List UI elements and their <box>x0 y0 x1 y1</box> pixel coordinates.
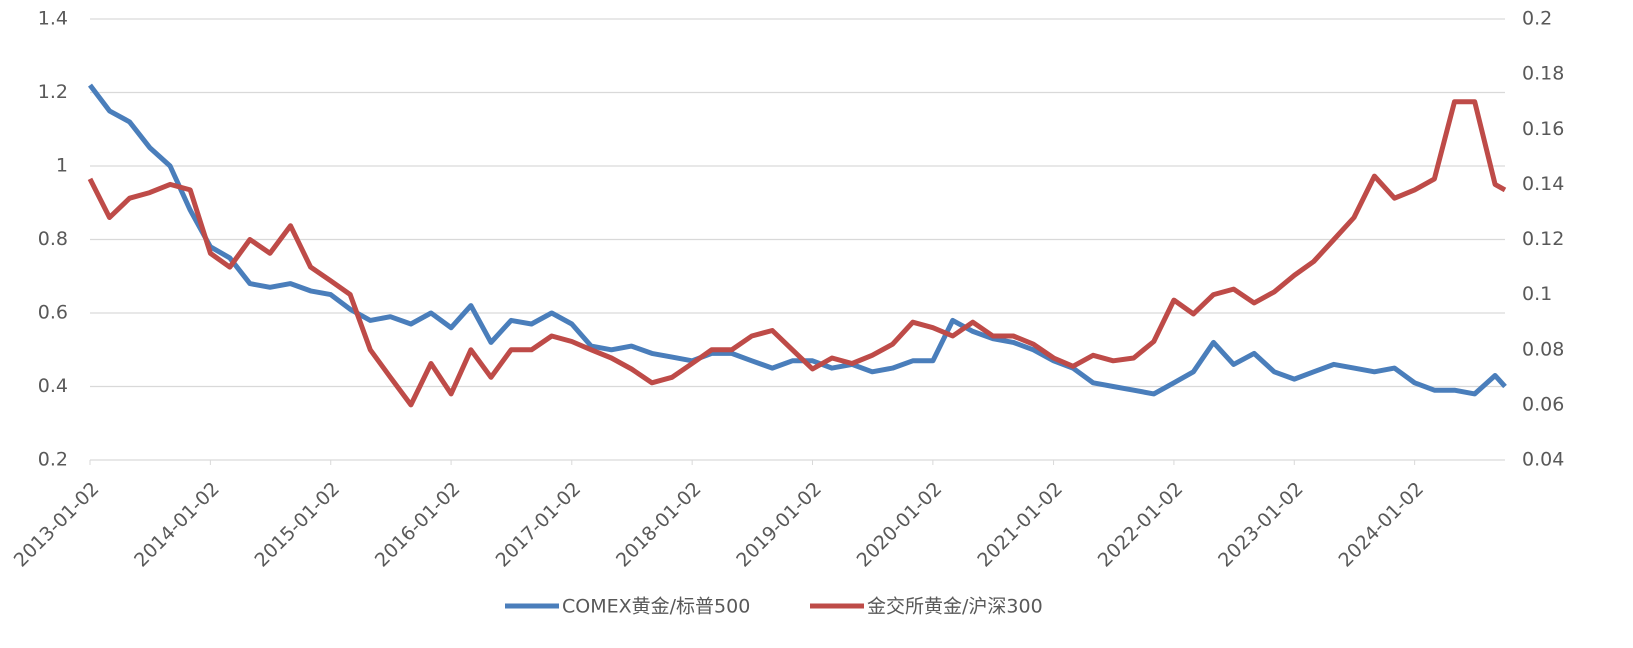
x-tick-label: 2018-01-02 <box>612 478 706 572</box>
y-tick-label: 1 <box>56 155 68 177</box>
y2-tick-label: 0.18 <box>1522 63 1564 85</box>
y-tick-label: 1.4 <box>38 8 68 30</box>
x-tick-label: 2014-01-02 <box>130 478 224 572</box>
x-tick-label: 2013-01-02 <box>10 478 104 572</box>
y-tick-label: 0.8 <box>38 228 68 250</box>
x-tick-label: 2019-01-02 <box>732 478 826 572</box>
x-tick-label: 2020-01-02 <box>853 478 947 572</box>
y2-tick-label: 0.2 <box>1522 8 1552 30</box>
legend-label: 金交所黄金/沪深300 <box>867 596 1043 618</box>
y2-tick-label: 0.04 <box>1522 449 1564 471</box>
x-tick-label: 2021-01-02 <box>973 478 1067 572</box>
y2-tick-label: 0.12 <box>1522 228 1564 250</box>
x-tick-label: 2015-01-02 <box>251 478 345 572</box>
y-tick-label: 0.6 <box>38 302 68 324</box>
series-line <box>87 99 1507 408</box>
legend-label: COMEX黄金/标普500 <box>562 596 750 618</box>
y2-tick-label: 0.1 <box>1522 283 1552 305</box>
y2-tick-label: 0.14 <box>1522 173 1564 195</box>
y2-tick-label: 0.08 <box>1522 338 1564 360</box>
x-tick-label: 2023-01-02 <box>1214 478 1308 572</box>
x-tick-label: 2024-01-02 <box>1334 478 1428 572</box>
x-tick-label: 2016-01-02 <box>371 478 465 572</box>
y-tick-label: 0.2 <box>38 449 68 471</box>
x-tick-label: 2017-01-02 <box>492 478 586 572</box>
y2-tick-label: 0.16 <box>1522 118 1564 140</box>
y-tick-label: 1.2 <box>38 81 68 103</box>
x-tick-label: 2022-01-02 <box>1094 478 1188 572</box>
y-tick-label: 0.4 <box>38 375 68 397</box>
y2-tick-label: 0.06 <box>1522 393 1564 415</box>
